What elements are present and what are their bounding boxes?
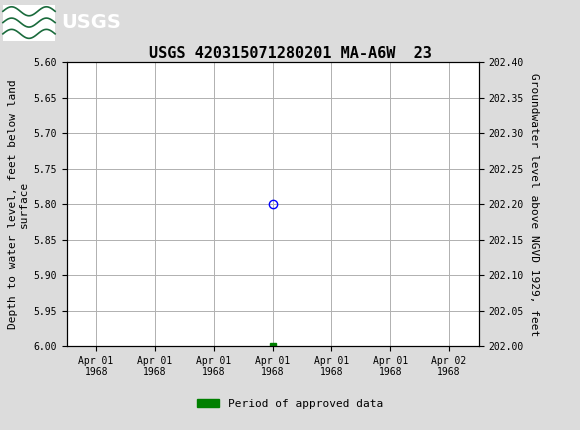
Y-axis label: Depth to water level, feet below land
surface: Depth to water level, feet below land su… bbox=[8, 80, 30, 329]
Text: USGS: USGS bbox=[61, 13, 121, 32]
Legend: Period of approved data: Period of approved data bbox=[193, 395, 387, 414]
Text: USGS 420315071280201 MA-A6W  23: USGS 420315071280201 MA-A6W 23 bbox=[148, 46, 432, 61]
FancyBboxPatch shape bbox=[3, 4, 55, 41]
Y-axis label: Groundwater level above NGVD 1929, feet: Groundwater level above NGVD 1929, feet bbox=[529, 73, 539, 336]
